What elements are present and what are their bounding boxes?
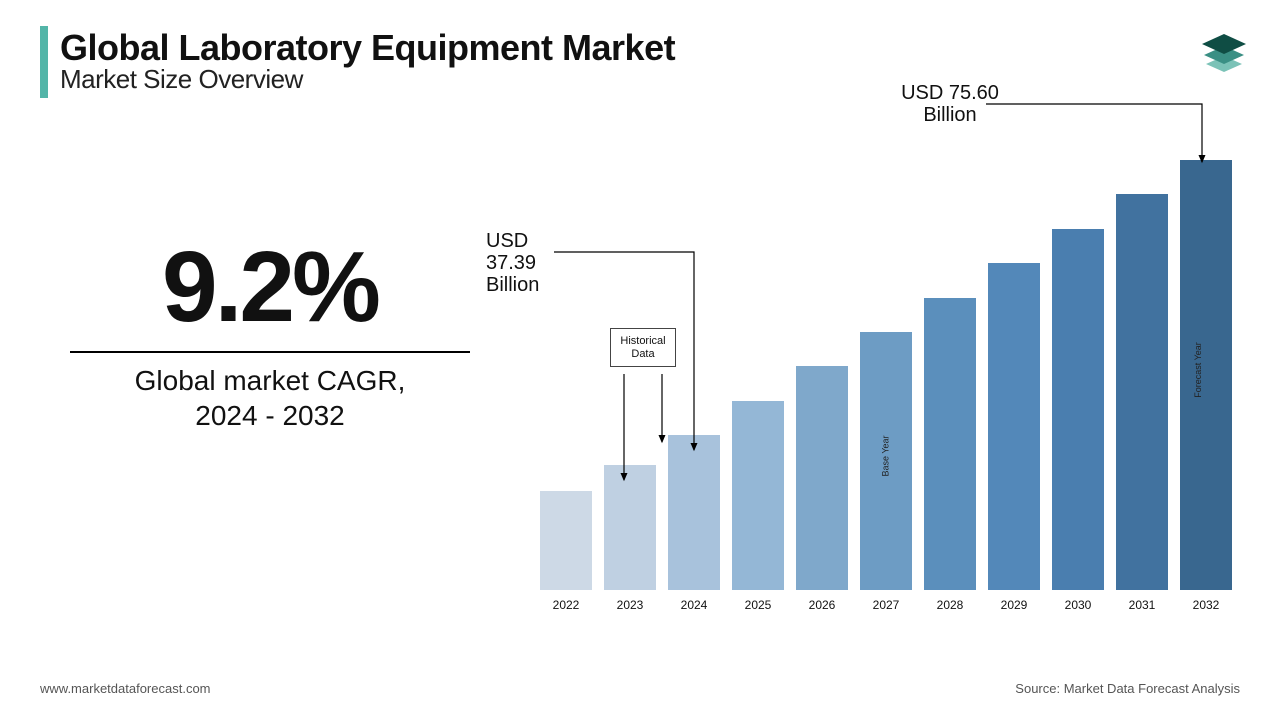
brand-logo-icon [1196, 20, 1252, 76]
hist-line2: Data [631, 348, 654, 360]
cagr-caption: Global market CAGR, 2024 - 2032 [60, 363, 480, 433]
x-label-2030: 2030 [1052, 598, 1104, 612]
forecast-year-label: Forecast Year [1193, 342, 1203, 398]
bar-2030: 2030 [1052, 229, 1104, 590]
base-year-label: Base Year [880, 435, 890, 476]
bar-2029: 2029 [988, 263, 1040, 590]
callout-start-line3: Billion [486, 274, 539, 296]
x-label-2024: 2024 [668, 598, 720, 612]
bar-2022: 2022 [540, 491, 592, 590]
x-label-2026: 2026 [796, 598, 848, 612]
historical-data-box: Historical Data [610, 328, 676, 367]
bar-2023: 2023 [604, 465, 656, 590]
x-label-2023: 2023 [604, 598, 656, 612]
footer-url: www.marketdataforecast.com [40, 681, 211, 696]
cagr-value: 9.2% [60, 230, 480, 345]
x-label-2032: 2032 [1180, 598, 1232, 612]
accent-bar [40, 26, 48, 98]
bar-2026: 2026 [796, 366, 848, 590]
page-title: Global Laboratory Equipment Market [60, 30, 675, 66]
callout-start-value: USD 37.39 Billion [486, 230, 539, 296]
bar-2025: 2025 [732, 401, 784, 590]
bar-rect-2031 [1116, 194, 1168, 590]
x-label-2025: 2025 [732, 598, 784, 612]
footer-source: Source: Market Data Forecast Analysis [1015, 681, 1240, 696]
bar-2031: 2031 [1116, 194, 1168, 590]
page-subtitle: Market Size Overview [60, 64, 675, 95]
callout-start-line2: 37.39 [486, 252, 536, 274]
bar-2028: 2028 [924, 298, 976, 590]
callout-start-line1: USD [486, 230, 528, 252]
cagr-divider [70, 351, 470, 353]
callout-end-line2: Billion [923, 104, 976, 126]
bar-rect-2022 [540, 491, 592, 590]
x-label-2028: 2028 [924, 598, 976, 612]
bar-2032: Forecast Year2032 [1180, 160, 1232, 590]
bar-rect-2030 [1052, 229, 1104, 590]
bars-container: 20222023202420252026Base Year20272028202… [540, 160, 1240, 590]
cagr-caption-line2: 2024 - 2032 [195, 400, 344, 431]
bar-rect-2027: Base Year [860, 332, 912, 590]
bar-2027: Base Year2027 [860, 332, 912, 590]
header: Global Laboratory Equipment Market Marke… [40, 26, 675, 98]
bar-rect-2032: Forecast Year [1180, 160, 1232, 590]
bar-rect-2025 [732, 401, 784, 590]
hist-line1: Historical [620, 335, 665, 347]
cagr-block: 9.2% Global market CAGR, 2024 - 2032 [60, 230, 480, 433]
callout-end-value: USD 75.60 Billion [870, 82, 1030, 126]
bar-chart: 20222023202420252026Base Year20272028202… [540, 150, 1240, 620]
x-label-2031: 2031 [1116, 598, 1168, 612]
bar-rect-2023 [604, 465, 656, 590]
x-label-2029: 2029 [988, 598, 1040, 612]
bar-rect-2026 [796, 366, 848, 590]
x-label-2022: 2022 [540, 598, 592, 612]
bar-rect-2029 [988, 263, 1040, 590]
cagr-caption-line1: Global market CAGR, [135, 365, 406, 396]
bar-rect-2024 [668, 435, 720, 590]
x-label-2027: 2027 [860, 598, 912, 612]
bar-rect-2028 [924, 298, 976, 590]
callout-end-line1: USD 75.60 [901, 82, 999, 104]
bar-2024: 2024 [668, 435, 720, 590]
